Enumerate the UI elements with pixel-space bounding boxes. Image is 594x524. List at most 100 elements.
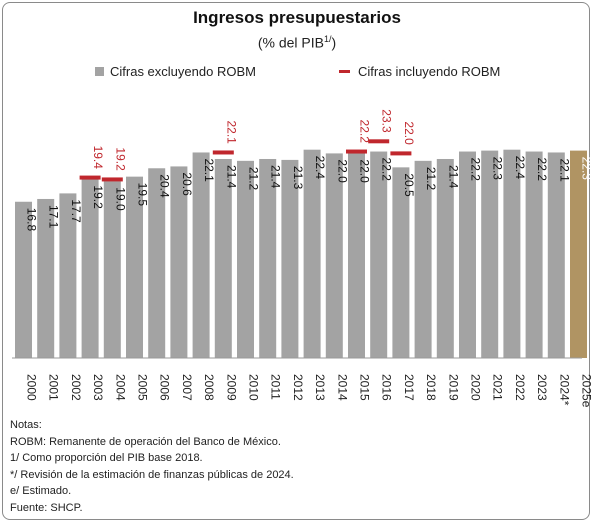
bar-2003: [81, 179, 99, 358]
x-tick-2012: 2012: [291, 374, 305, 401]
bar-label-2014: 22.0: [335, 159, 349, 183]
bar-label-2001: 17.1: [47, 205, 61, 229]
x-tick-2024*: 2024*: [557, 374, 571, 406]
x-tick-2010: 2010: [247, 374, 261, 401]
robm-marker-2009: [212, 150, 234, 155]
bar-label-2011: 21.4: [269, 165, 283, 189]
x-tick-2016: 2016: [380, 374, 394, 401]
robm-marker-2004: [101, 177, 123, 182]
bar-label-2017: 20.5: [402, 173, 416, 197]
robm-label-2016: 23.3: [380, 109, 394, 133]
bar-2010: [237, 160, 254, 358]
robm-label-2009: 22.1: [224, 120, 238, 144]
bar-2013: [303, 149, 321, 358]
x-tick-2003: 2003: [91, 374, 105, 401]
bar-label-2008: 22.1: [202, 158, 216, 182]
bar-2011: [259, 158, 277, 358]
bar-2019: [436, 158, 454, 358]
bar-2023: [525, 151, 543, 358]
x-tick-2015: 2015: [358, 374, 372, 401]
chart-title: Ingresos presupuestarios: [193, 8, 401, 27]
bar-2006: [148, 168, 166, 358]
bar-label-2003: 19.2: [91, 185, 105, 209]
note-3: e/ Estimado.: [10, 485, 72, 498]
notes-block: Notas: ROBM: Remanente de operación del …: [10, 417, 294, 517]
bar-2002: [59, 193, 77, 358]
bar-2024*: [547, 152, 565, 358]
x-tick-2023: 2023: [535, 374, 549, 401]
robm-label-2015: 22.2: [358, 120, 372, 144]
x-tick-2025e: 2025e: [580, 374, 594, 408]
bar-label-2019: 21.4: [446, 165, 460, 189]
bar-label-2002: 17.7: [69, 199, 83, 223]
bar-label-2023: 22.2: [535, 158, 549, 182]
x-tick-2001: 2001: [47, 374, 61, 401]
x-tick-2014: 2014: [335, 374, 349, 401]
note-2: */ Revisión de la estimación de finanzas…: [10, 468, 294, 481]
bar-label-2000: 16.8: [25, 208, 39, 232]
robm-label-2004: 19.2: [113, 147, 127, 171]
note-source: Fuente: SHCP.: [10, 501, 83, 514]
x-tick-2000: 2000: [25, 374, 39, 401]
bar-2021: [481, 150, 499, 358]
bar-2007: [170, 166, 188, 358]
x-tick-2021: 2021: [491, 374, 505, 401]
robm-marker-2016: [368, 139, 390, 144]
x-tick-2020: 2020: [469, 374, 483, 401]
x-tick-2018: 2018: [424, 374, 438, 401]
bar-label-2015: 22.0: [358, 159, 372, 183]
bar-label-2009: 21.4: [224, 165, 238, 189]
bar-2009: [214, 158, 232, 358]
x-tick-2019: 2019: [446, 374, 460, 401]
x-tick-2008: 2008: [202, 374, 216, 401]
x-tick-2022: 2022: [513, 374, 527, 401]
x-tick-2009: 2009: [224, 374, 238, 401]
x-tick-2007: 2007: [180, 374, 194, 401]
robm-label-2003: 19.4: [91, 146, 105, 170]
bar-label-2016: 22.2: [380, 158, 394, 182]
bar-2008: [192, 152, 210, 358]
legend-label-excluyendo: Cifras excluyendo ROBM: [110, 64, 256, 79]
x-tick-2017: 2017: [402, 374, 416, 401]
x-tick-2002: 2002: [69, 374, 83, 401]
bar-label-2010: 21.2: [247, 167, 261, 191]
bar-label-2007: 20.6: [180, 172, 194, 196]
legend-swatch-incluyendo: [339, 70, 350, 73]
bar-label-2006: 20.4: [158, 174, 172, 198]
robm-marker-2017: [390, 151, 412, 156]
bar-2022: [503, 149, 521, 358]
bar-2005: [126, 176, 143, 358]
bar-2004: [103, 181, 121, 358]
x-tick-2006: 2006: [158, 374, 172, 401]
bar-label-2020: 22.2: [469, 158, 483, 182]
subtitle-footnote-mark: 1/: [323, 34, 332, 44]
robm-marker-2015: [346, 149, 367, 154]
note-robm: ROBM: Remanente de operación del Banco d…: [10, 435, 281, 448]
bar-2000: [15, 201, 32, 358]
legend-label-incluyendo: Cifras incluyendo ROBM: [358, 64, 501, 79]
x-tick-2004: 2004: [113, 374, 127, 401]
notes-heading: Notas:: [10, 419, 42, 431]
bar-2001: [37, 198, 55, 358]
bar-2018: [414, 160, 432, 358]
bar-2020: [459, 151, 476, 358]
bar-label-2024*: 22.1: [557, 158, 571, 182]
bar-label-2025e: 22.3: [580, 157, 594, 181]
subtitle-close: ): [331, 34, 337, 51]
bar-label-2021: 22.3: [491, 157, 505, 181]
x-tick-2005: 2005: [136, 374, 150, 401]
bar-label-2005: 19.5: [136, 183, 150, 207]
bar-2017: [392, 167, 410, 358]
bar-label-2022: 22.4: [513, 156, 527, 180]
legend-item-incluyendo: Cifras incluyendo ROBM: [339, 64, 500, 79]
bar-label-2004: 19.0: [113, 187, 127, 211]
bar-2016: [370, 151, 388, 358]
x-tick-2011: 2011: [269, 374, 283, 400]
bar-label-2013: 22.4: [313, 156, 327, 180]
legend-item-excluyendo: Cifras excluyendo ROBM: [95, 64, 256, 79]
x-tick-2013: 2013: [313, 374, 327, 401]
legend-swatch-excluyendo: [95, 67, 104, 76]
bar-2015: [348, 153, 365, 358]
bar-label-2012: 21.3: [291, 166, 305, 190]
